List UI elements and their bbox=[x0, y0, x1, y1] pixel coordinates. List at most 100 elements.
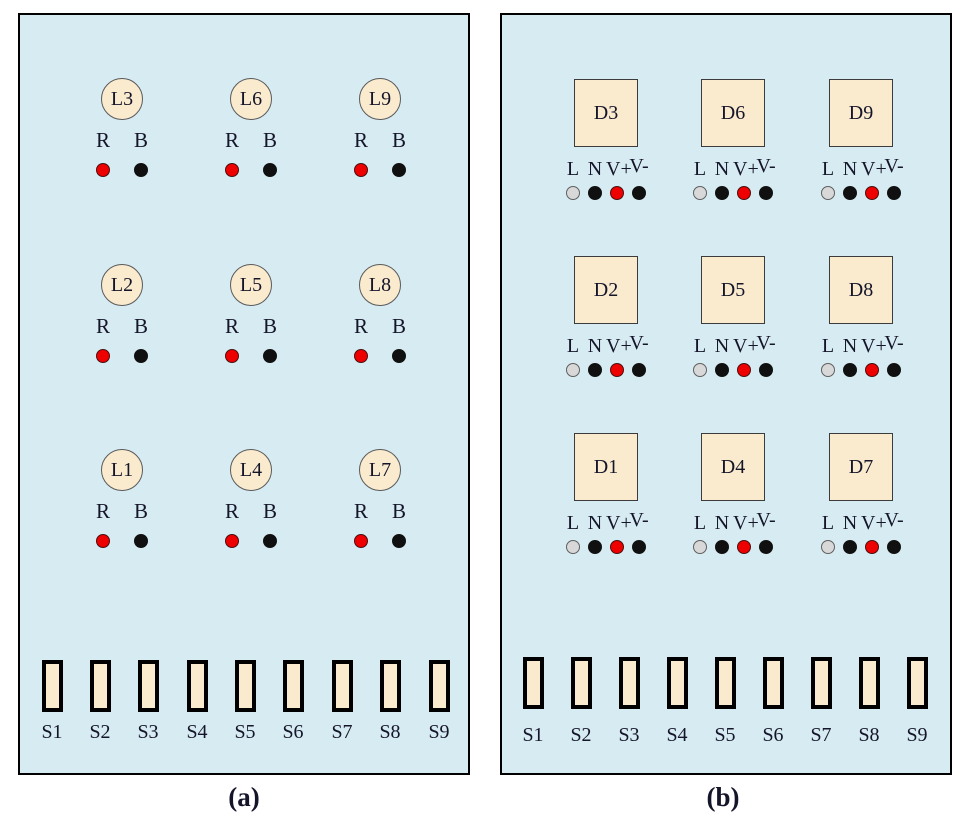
led-vminus-indicator bbox=[759, 186, 773, 200]
pin-labels: L N V+ V- bbox=[551, 509, 661, 535]
lamp-circle: L3 bbox=[101, 78, 143, 120]
pin-label-b: B bbox=[133, 128, 148, 152]
switch-label: S1 bbox=[522, 724, 544, 746]
pin-labels: L N V+ V- bbox=[806, 332, 916, 358]
pin-label-r: R bbox=[353, 314, 368, 338]
lamp-circle: L5 bbox=[230, 264, 272, 306]
switch-toggle[interactable] bbox=[906, 657, 928, 709]
led-vplus-indicator bbox=[865, 540, 879, 554]
switch-toggle[interactable] bbox=[41, 660, 63, 712]
switch-toggle[interactable] bbox=[858, 657, 880, 709]
switch-toggle[interactable] bbox=[89, 660, 111, 712]
driver-label: D6 bbox=[720, 101, 746, 124]
pin-label-vplus: V+ bbox=[861, 158, 887, 180]
switch-s9: S9 bbox=[893, 657, 941, 747]
switch-label: S7 bbox=[810, 724, 832, 746]
led-n-indicator bbox=[715, 363, 729, 377]
led-b-indicator bbox=[263, 349, 277, 363]
led-n-indicator bbox=[843, 540, 857, 554]
driver-label: D5 bbox=[720, 278, 746, 301]
switch-label: S1 bbox=[41, 721, 63, 743]
led-row bbox=[806, 363, 916, 377]
led-vminus-indicator bbox=[887, 186, 901, 200]
led-r-indicator bbox=[96, 163, 110, 177]
pin-label-vplus: V+ bbox=[733, 158, 759, 180]
led-n-indicator bbox=[588, 540, 602, 554]
pin-label-vminus: V- bbox=[884, 332, 904, 354]
driver-unit-d9: D9 L N V+ V- bbox=[806, 79, 916, 200]
switch-toggle[interactable] bbox=[379, 660, 401, 712]
switch-toggle[interactable] bbox=[810, 657, 832, 709]
switch-toggle[interactable] bbox=[522, 657, 544, 709]
led-vminus-indicator bbox=[887, 363, 901, 377]
driver-label: D3 bbox=[593, 101, 619, 124]
led-b-indicator bbox=[392, 163, 406, 177]
led-vminus-indicator bbox=[759, 540, 773, 554]
driver-label: D1 bbox=[593, 455, 619, 478]
pin-label-r: R bbox=[224, 499, 239, 523]
lamp-circle: L7 bbox=[359, 449, 401, 491]
caption-b: (b) bbox=[706, 782, 740, 812]
led-l-indicator bbox=[693, 186, 707, 200]
pin-label-vplus: V+ bbox=[733, 335, 759, 357]
switch-toggle[interactable] bbox=[428, 660, 450, 712]
switch-toggle[interactable] bbox=[762, 657, 784, 709]
led-row bbox=[806, 186, 916, 200]
switch-label: S8 bbox=[858, 724, 880, 746]
driver-unit-d4: D4 L N V+ V- bbox=[678, 433, 788, 554]
pin-label-b: B bbox=[133, 499, 148, 523]
switch-s8: S8 bbox=[366, 660, 414, 744]
pin-labels: L N V+ V- bbox=[551, 332, 661, 358]
switch-toggle[interactable] bbox=[282, 660, 304, 712]
switch-toggle[interactable] bbox=[618, 657, 640, 709]
switch-s7: S7 bbox=[797, 657, 845, 747]
led-r-indicator bbox=[354, 534, 368, 548]
switch-toggle[interactable] bbox=[666, 657, 688, 709]
switch-toggle[interactable] bbox=[331, 660, 353, 712]
led-row bbox=[551, 363, 661, 377]
led-r-indicator bbox=[225, 163, 239, 177]
lamp-label: L3 bbox=[110, 87, 134, 110]
pin-label-l: L bbox=[566, 335, 580, 357]
led-row bbox=[72, 534, 172, 548]
lamp-label: L9 bbox=[368, 87, 392, 110]
led-b-indicator bbox=[392, 349, 406, 363]
led-b-indicator bbox=[134, 534, 148, 548]
switch-s4: S4 bbox=[653, 657, 701, 747]
switch-toggle[interactable] bbox=[137, 660, 159, 712]
led-n-indicator bbox=[715, 186, 729, 200]
led-l-indicator bbox=[821, 363, 835, 377]
switch-toggle[interactable] bbox=[186, 660, 208, 712]
led-l-indicator bbox=[566, 363, 580, 377]
driver-label: D4 bbox=[720, 455, 746, 478]
led-vplus-indicator bbox=[737, 363, 751, 377]
led-b-indicator bbox=[134, 163, 148, 177]
switch-toggle[interactable] bbox=[234, 660, 256, 712]
led-r-indicator bbox=[96, 349, 110, 363]
switch-toggle[interactable] bbox=[570, 657, 592, 709]
lamp-circle: L9 bbox=[359, 78, 401, 120]
pin-label-l: L bbox=[693, 335, 707, 357]
led-vplus-indicator bbox=[865, 363, 879, 377]
pin-label-r: R bbox=[224, 128, 239, 152]
pin-label-l: L bbox=[821, 512, 835, 534]
driver-box: D1 bbox=[574, 433, 638, 501]
led-n-indicator bbox=[588, 363, 602, 377]
pin-label-n: N bbox=[842, 335, 858, 357]
switch-toggle[interactable] bbox=[714, 657, 736, 709]
pin-label-n: N bbox=[714, 512, 730, 534]
switch-label: S6 bbox=[282, 721, 304, 743]
led-row bbox=[330, 163, 430, 177]
pin-label-l: L bbox=[693, 512, 707, 534]
lamp-circle: L6 bbox=[230, 78, 272, 120]
led-row bbox=[330, 349, 430, 363]
led-vplus-indicator bbox=[610, 540, 624, 554]
driver-unit-d8: D8 L N V+ V- bbox=[806, 256, 916, 377]
driver-unit-d6: D6 L N V+ V- bbox=[678, 79, 788, 200]
pin-label-b: B bbox=[262, 314, 277, 338]
driver-unit-d1: D1 L N V+ V- bbox=[551, 433, 661, 554]
